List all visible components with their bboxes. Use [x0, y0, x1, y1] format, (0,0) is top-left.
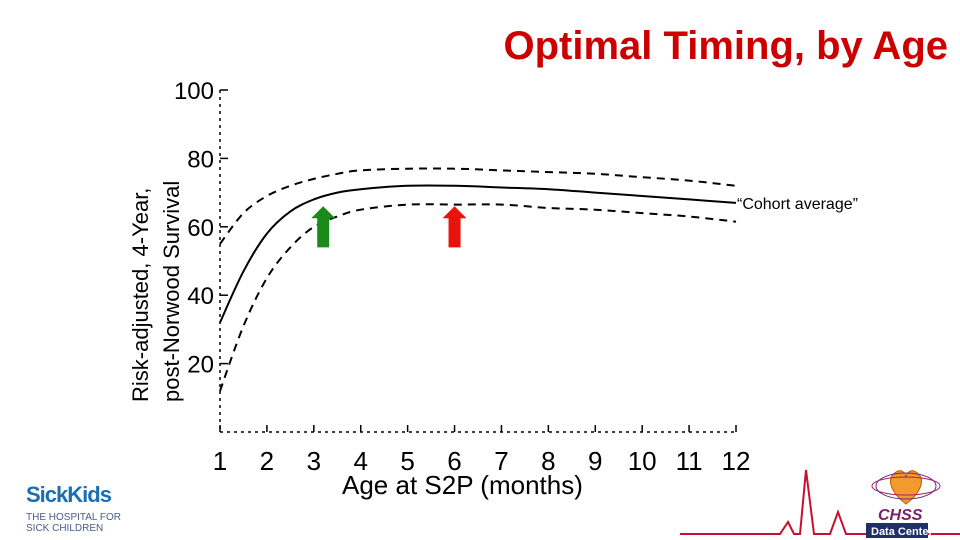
x-tick-label: 5	[400, 446, 414, 476]
y-tick-label: 100	[174, 78, 214, 105]
y-tick-label: 40	[187, 283, 214, 310]
chart-series	[219, 167, 737, 392]
sickkids-logo-name: SickKids	[26, 482, 112, 507]
y-tick-label: 20	[187, 352, 214, 379]
x-tick-label: 4	[353, 446, 367, 476]
ekg-line-icon	[680, 469, 960, 535]
chss-logo: CHSS Data Center	[680, 469, 960, 538]
sickkids-logo-tagline-2: SICK CHILDREN	[26, 523, 103, 534]
red-arrow-marker	[442, 206, 467, 248]
cohort-average-annotation: “Cohort average”	[737, 196, 858, 213]
chss-logo-name: CHSS	[878, 507, 923, 524]
chart-axes	[219, 90, 736, 433]
series-line-confidence-bound-2	[219, 203, 737, 392]
x-tick-label: 2	[260, 446, 274, 476]
x-tick-label: 9	[588, 446, 602, 476]
heart-icon	[871, 470, 941, 505]
y-axis-title-line2: post-Norwood Survival	[159, 181, 184, 402]
slide-title: Optimal Timing, by Age	[503, 24, 949, 68]
green-arrow-marker	[311, 206, 336, 248]
y-tick-label: 80	[187, 146, 214, 173]
x-tick-label: 10	[628, 446, 657, 476]
sickkids-logo: SickKids THE HOSPITAL FOR SICK CHILDREN	[26, 482, 121, 534]
y-tick-label: 60	[187, 215, 214, 242]
chss-logo-subtitle: Data Center	[871, 526, 933, 538]
x-tick-label: 3	[307, 446, 321, 476]
x-tick-label: 12	[722, 446, 751, 476]
series-line-cohort-average	[219, 184, 737, 324]
y-axis-title: Risk-adjusted, 4-Year, post-Norwood Surv…	[128, 181, 184, 402]
chart-markers	[311, 206, 467, 248]
x-tick-label: 6	[447, 446, 461, 476]
x-tick-label: 7	[494, 446, 508, 476]
series-line-confidence-bound-1	[219, 167, 737, 245]
x-axis-title: Age at S2P (months)	[342, 470, 583, 500]
sickkids-logo-tagline-1: THE HOSPITAL FOR	[26, 512, 121, 523]
x-tick-label: 8	[541, 446, 555, 476]
x-tick-label: 1	[213, 446, 227, 476]
y-axis-title-line1: Risk-adjusted, 4-Year,	[128, 188, 153, 402]
x-tick-label: 11	[676, 446, 703, 476]
